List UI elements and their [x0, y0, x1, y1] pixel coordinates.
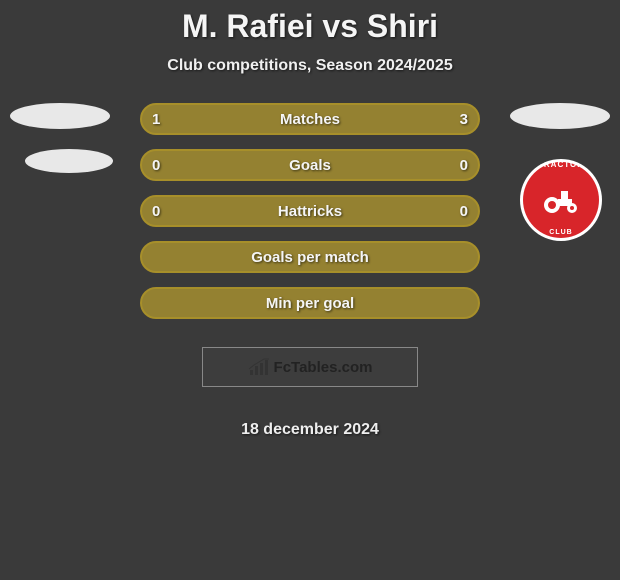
stat-label: Goals per match	[251, 249, 369, 266]
stat-bar-min-per-goal: Min per goal	[140, 287, 480, 319]
stat-label: Hattricks	[278, 203, 342, 220]
comparison-card: M. Rafiei vs Shiri Club competitions, Se…	[0, 0, 620, 439]
club-badge-bottom-text: CLUB	[523, 229, 599, 236]
page-title: M. Rafiei vs Shiri	[182, 8, 438, 45]
club-badge-inner: TRACTOR CLUB	[523, 162, 599, 238]
club-badge: TRACTOR CLUB	[520, 159, 602, 241]
stat-label: Matches	[280, 111, 340, 128]
club-badge-top-text: TRACTOR	[523, 160, 599, 169]
stat-bar-goals: 0 Goals 0	[140, 149, 480, 181]
chart-icon	[248, 358, 270, 376]
date-text: 18 december 2024	[241, 421, 379, 439]
stat-bar-hattricks: 0 Hattricks 0	[140, 195, 480, 227]
player-left-badge-2	[25, 149, 113, 173]
stat-label: Goals	[289, 157, 331, 174]
stat-bar-matches: 1 Matches 3	[140, 103, 480, 135]
stat-left-value: 0	[152, 157, 160, 174]
stat-right-value: 0	[460, 157, 468, 174]
watermark-text: FcTables.com	[274, 359, 373, 376]
player-right-badge-1	[510, 103, 610, 129]
stat-right-value: 3	[460, 111, 468, 128]
watermark: FcTables.com	[202, 347, 418, 387]
tractor-icon	[541, 185, 581, 215]
subtitle: Club competitions, Season 2024/2025	[167, 57, 452, 75]
stats-area: TRACTOR CLUB 1 Matches 3 0 Goals 0	[0, 103, 620, 439]
stat-left-value: 1	[152, 111, 160, 128]
stat-label: Min per goal	[266, 295, 354, 312]
player-left-badge-1	[10, 103, 110, 129]
stat-bar-goals-per-match: Goals per match	[140, 241, 480, 273]
stat-left-value: 0	[152, 203, 160, 220]
stat-right-value: 0	[460, 203, 468, 220]
